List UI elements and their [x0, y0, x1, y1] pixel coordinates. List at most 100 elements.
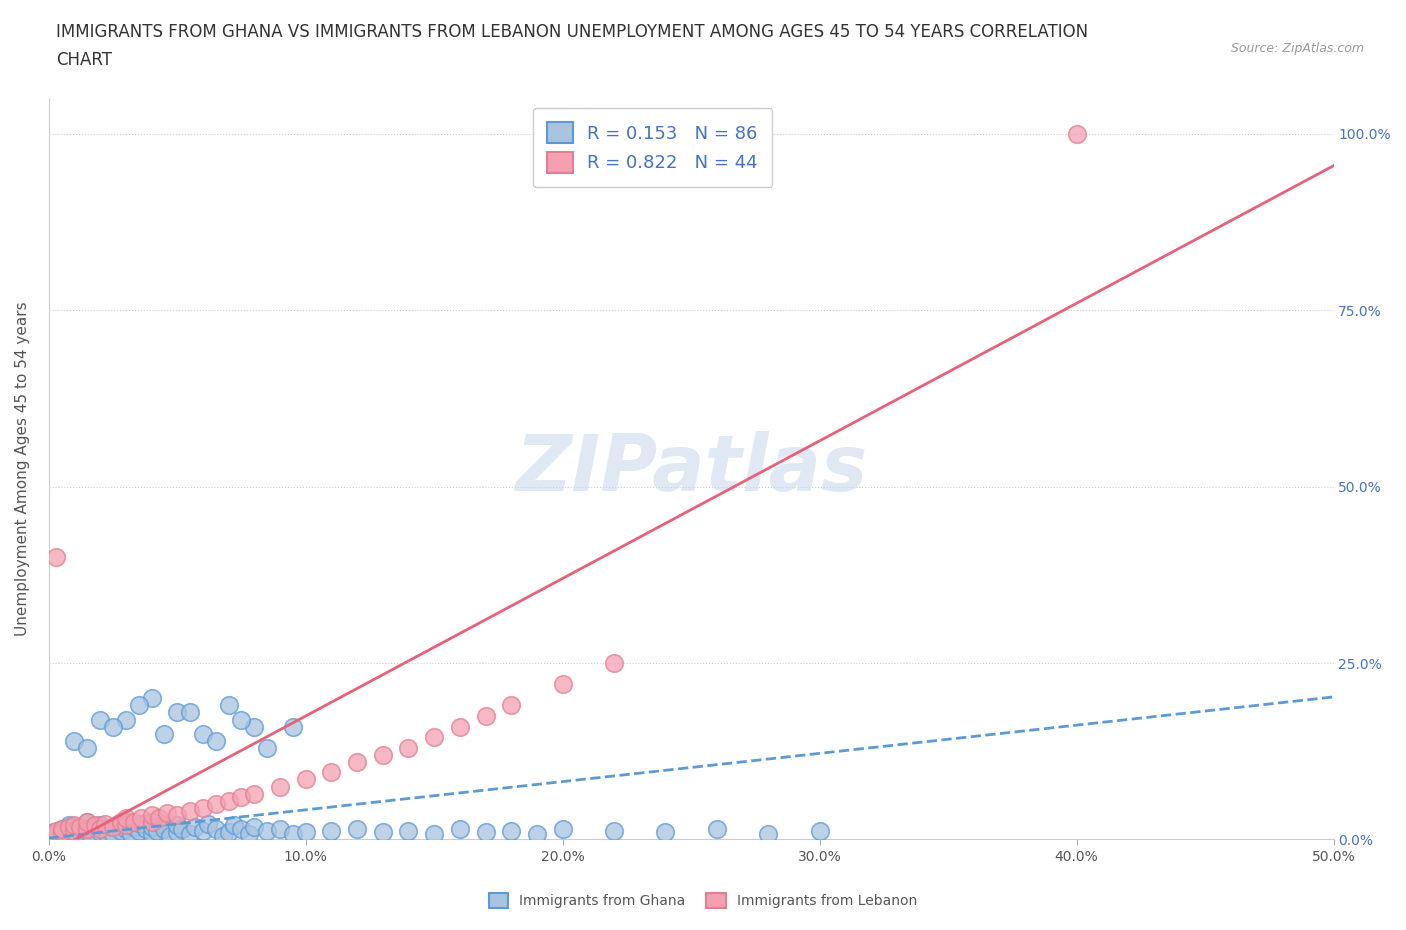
Point: [179, 804, 201, 818]
Point: [603, 824, 626, 839]
Point: [89, 821, 111, 836]
Point: [218, 793, 240, 808]
Point: [179, 827, 201, 842]
Point: [45, 827, 67, 842]
Point: [371, 748, 394, 763]
Point: [89, 817, 111, 832]
Point: [156, 805, 179, 820]
Point: [51, 821, 73, 836]
Point: [128, 698, 150, 712]
Point: [238, 827, 260, 842]
Point: [114, 815, 136, 830]
Point: [94, 817, 117, 831]
Point: [129, 811, 152, 826]
Point: [166, 825, 188, 840]
Point: [58, 817, 80, 832]
Text: CHART: CHART: [56, 51, 112, 69]
Point: [58, 819, 80, 834]
Point: [63, 819, 86, 834]
Point: [153, 821, 176, 836]
Point: [76, 821, 98, 836]
Point: [191, 800, 214, 815]
Point: [808, 824, 831, 839]
Point: [204, 797, 226, 812]
Point: [128, 824, 150, 839]
Point: [269, 821, 291, 836]
Point: [218, 825, 240, 840]
Text: IMMIGRANTS FROM GHANA VS IMMIGRANTS FROM LEBANON UNEMPLOYMENT AMONG AGES 45 TO 5: IMMIGRANTS FROM GHANA VS IMMIGRANTS FROM…: [56, 23, 1088, 41]
Point: [122, 819, 145, 834]
Point: [231, 712, 253, 727]
Point: [51, 825, 73, 840]
Point: [231, 790, 253, 804]
Point: [474, 825, 496, 840]
Point: [141, 815, 163, 830]
Text: Source: ZipAtlas.com: Source: ZipAtlas.com: [1230, 42, 1364, 55]
Point: [89, 825, 111, 840]
Point: [145, 824, 167, 839]
Point: [706, 821, 728, 836]
Point: [423, 730, 446, 745]
Point: [122, 815, 145, 830]
Point: [141, 691, 163, 706]
Point: [76, 740, 98, 755]
Y-axis label: Unemployment Among Ages 45 to 54 years: Unemployment Among Ages 45 to 54 years: [15, 301, 30, 636]
Point: [110, 824, 132, 839]
Point: [97, 829, 120, 844]
Point: [84, 817, 107, 832]
Point: [474, 709, 496, 724]
Point: [603, 656, 626, 671]
Point: [204, 733, 226, 748]
Point: [101, 719, 124, 734]
Point: [141, 807, 163, 822]
Point: [197, 817, 219, 831]
Point: [150, 817, 173, 831]
Point: [191, 726, 214, 741]
Point: [89, 712, 111, 727]
Point: [69, 819, 91, 834]
Point: [166, 705, 188, 720]
Point: [79, 827, 101, 842]
Point: [70, 829, 93, 844]
Point: [191, 824, 214, 839]
Text: ZIPatlas: ZIPatlas: [515, 432, 868, 507]
Point: [321, 765, 343, 780]
Point: [141, 827, 163, 842]
Point: [281, 719, 304, 734]
Point: [129, 817, 152, 831]
Point: [371, 825, 394, 840]
Point: [501, 824, 523, 839]
Point: [114, 817, 136, 832]
Point: [45, 550, 67, 565]
Point: [38, 829, 60, 844]
Point: [63, 824, 86, 839]
Point: [76, 815, 98, 830]
Point: [654, 825, 676, 840]
Point: [346, 821, 368, 836]
Point: [243, 719, 266, 734]
Point: [256, 824, 278, 839]
Point: [218, 698, 240, 712]
Point: [398, 824, 420, 839]
Point: [231, 821, 253, 836]
Point: [76, 821, 98, 836]
Point: [423, 827, 446, 842]
Point: [551, 821, 574, 836]
Point: [114, 712, 136, 727]
Point: [101, 819, 124, 834]
Point: [141, 819, 163, 834]
Point: [449, 821, 471, 836]
Point: [321, 824, 343, 839]
Point: [101, 819, 124, 834]
Point: [756, 827, 779, 842]
Point: [501, 698, 523, 712]
Point: [63, 827, 86, 842]
Point: [204, 821, 226, 836]
Point: [42, 827, 65, 842]
Point: [76, 815, 98, 830]
Point: [398, 740, 420, 755]
Point: [212, 829, 235, 844]
Point: [84, 819, 107, 834]
Point: [1066, 126, 1088, 141]
Point: [94, 821, 117, 836]
